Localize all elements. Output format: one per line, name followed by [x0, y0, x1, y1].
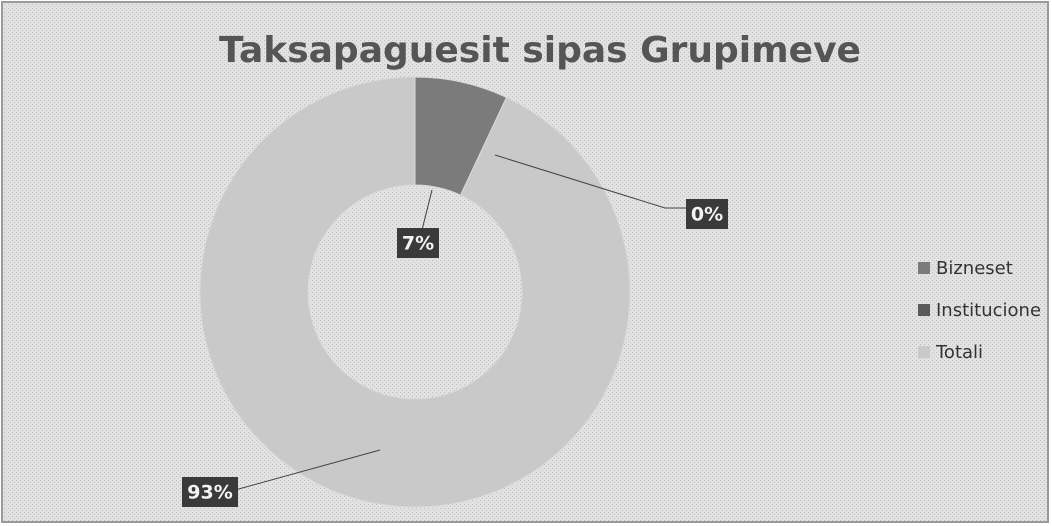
legend-label: Totali [935, 342, 983, 363]
data-label-box [686, 199, 728, 229]
leader-line [421, 189, 433, 231]
legend-swatch [918, 262, 930, 274]
data-label-box [182, 477, 238, 507]
data-label: 93% [187, 482, 232, 504]
legend-swatch [918, 304, 930, 316]
legend-label: Institucione [936, 300, 1041, 321]
chart-title: Taksapaguesit sipas Grupimeve [219, 30, 861, 71]
leader-line [494, 154, 688, 209]
legend-swatch [918, 346, 930, 358]
data-label: 0% [691, 204, 723, 226]
leader-line [234, 449, 381, 491]
donut-slice [199, 76, 631, 508]
data-label: 7% [402, 233, 434, 255]
legend-label: Bizneset [936, 258, 1013, 279]
data-label-box [397, 228, 439, 258]
